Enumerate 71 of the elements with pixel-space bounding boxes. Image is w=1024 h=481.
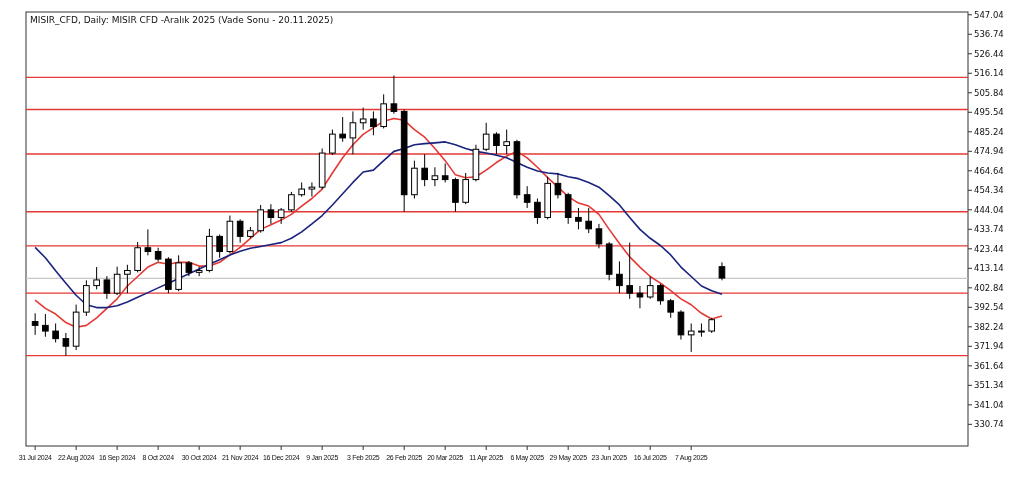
- candlestick: [523, 185, 531, 209]
- y-tick-label: 516.14: [974, 68, 1004, 79]
- candlestick: [687, 322, 695, 353]
- candlestick: [595, 223, 603, 249]
- y-tick-label: 536.74: [974, 29, 1004, 40]
- y-tick-label: 392.54: [974, 302, 1004, 313]
- y-tick-label: 547.04: [974, 9, 1004, 20]
- candlestick: [349, 110, 357, 155]
- candlestick: [308, 181, 316, 198]
- line-series: [34, 141, 723, 309]
- candlestick: [195, 266, 203, 277]
- candlestick: [646, 276, 654, 300]
- candlestick: [534, 198, 541, 225]
- y-tick-label: 341.04: [974, 399, 1004, 410]
- candlestick: [616, 260, 623, 294]
- candlestick: [626, 242, 634, 300]
- candlestick: [236, 218, 244, 244]
- candlestick: [329, 129, 336, 156]
- candlestick: [564, 192, 572, 225]
- candlestick: [390, 74, 398, 115]
- candlestick: [113, 266, 121, 296]
- y-tick-label: 361.64: [974, 360, 1004, 371]
- candlestick: [288, 191, 295, 213]
- candlestick: [144, 228, 152, 256]
- candlestick: [575, 207, 582, 230]
- y-tick-label: 382.24: [974, 321, 1004, 332]
- candlestick: [359, 107, 367, 131]
- candlestick: [257, 204, 264, 234]
- candlestick: [216, 233, 223, 259]
- y-tick-label: 505.84: [974, 87, 1004, 98]
- candlestick: [62, 332, 70, 357]
- candlestick: [462, 172, 469, 205]
- candlestick: [267, 203, 275, 225]
- y-tick-label: 433.74: [974, 224, 1004, 235]
- candlestick: [124, 264, 131, 294]
- candlestick: [636, 285, 644, 309]
- candlestick: [93, 266, 100, 290]
- candlestick: [503, 129, 510, 155]
- candlestick: [585, 207, 593, 234]
- candlestick: [103, 275, 111, 300]
- y-tick-label: 526.44: [974, 48, 1004, 59]
- candlestick: [667, 298, 675, 319]
- y-tick-label: 371.94: [974, 341, 1004, 352]
- candlestick: [339, 116, 346, 143]
- candlestick: [31, 312, 39, 336]
- y-tick-label: 464.64: [974, 165, 1004, 176]
- y-tick-label: 351.34: [974, 380, 1004, 391]
- candlestick: [554, 172, 562, 200]
- candlestick: [380, 93, 387, 129]
- candlestick: [52, 322, 59, 343]
- candlestick: [677, 309, 685, 341]
- candlestick: [42, 313, 49, 338]
- candlestick: [482, 122, 490, 152]
- candlestick: [134, 241, 141, 273]
- y-tick-label: 444.04: [974, 204, 1004, 215]
- y-tick-label: 485.24: [974, 126, 1004, 137]
- y-tick-label: 495.54: [974, 107, 1004, 118]
- candlestick: [657, 283, 664, 306]
- candlestick: [370, 110, 377, 136]
- y-tick-label: 402.84: [974, 282, 1004, 293]
- candlestick: [421, 153, 428, 187]
- y-tick-label: 330.74: [974, 419, 1004, 430]
- y-tick-label: 454.34: [974, 185, 1004, 196]
- y-tick-label: 413.14: [974, 263, 1004, 274]
- candlestick: [452, 177, 459, 213]
- candlestick: [441, 162, 449, 183]
- candlestick: [431, 166, 439, 187]
- y-tick-label: 423.44: [974, 243, 1004, 254]
- chart-title: MISIR_CFD, Daily: MISIR CFD -Aralık 2025 (Vade Sonu - 20.11.2025): [30, 15, 334, 25]
- y-tick-label: 474.94: [974, 146, 1004, 157]
- candlestick: [493, 131, 500, 155]
